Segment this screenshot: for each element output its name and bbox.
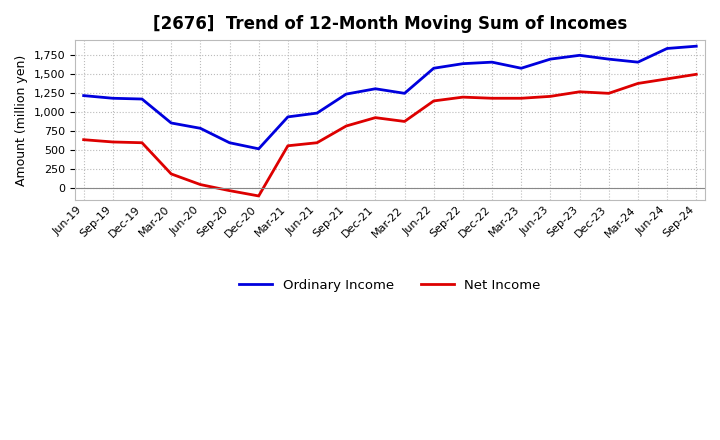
Net Income: [167, 171, 176, 176]
Ordinary Income: [400, 91, 409, 96]
Ordinary Income: [254, 146, 263, 151]
Ordinary Income: [342, 92, 351, 97]
Net Income: [459, 95, 467, 100]
Net Income: [254, 193, 263, 198]
Net Income: [109, 139, 117, 145]
Ordinary Income: [459, 61, 467, 66]
Ordinary Income: [662, 46, 671, 51]
Ordinary Income: [138, 96, 146, 102]
Ordinary Income: [225, 140, 234, 145]
Net Income: [284, 143, 292, 148]
Ordinary Income: [517, 66, 526, 71]
Ordinary Income: [284, 114, 292, 120]
Line: Ordinary Income: Ordinary Income: [84, 46, 696, 149]
Ordinary Income: [604, 56, 613, 62]
Net Income: [79, 137, 88, 142]
Net Income: [400, 119, 409, 124]
Ordinary Income: [109, 95, 117, 101]
Net Income: [138, 140, 146, 145]
Ordinary Income: [575, 53, 584, 58]
Net Income: [196, 182, 204, 187]
Net Income: [342, 123, 351, 128]
Net Income: [546, 94, 554, 99]
Net Income: [575, 89, 584, 95]
Ordinary Income: [79, 93, 88, 98]
Net Income: [662, 76, 671, 81]
Ordinary Income: [634, 59, 642, 65]
Net Income: [312, 140, 321, 145]
Line: Net Income: Net Income: [84, 74, 696, 196]
Legend: Ordinary Income, Net Income: Ordinary Income, Net Income: [234, 273, 546, 297]
Ordinary Income: [429, 66, 438, 71]
Net Income: [487, 95, 496, 101]
Net Income: [634, 81, 642, 86]
Ordinary Income: [312, 110, 321, 116]
Title: [2676]  Trend of 12-Month Moving Sum of Incomes: [2676] Trend of 12-Month Moving Sum of I…: [153, 15, 627, 33]
Ordinary Income: [692, 44, 701, 49]
Net Income: [692, 72, 701, 77]
Ordinary Income: [546, 56, 554, 62]
Ordinary Income: [196, 126, 204, 131]
Ordinary Income: [487, 59, 496, 65]
Ordinary Income: [167, 120, 176, 125]
Ordinary Income: [371, 86, 379, 92]
Net Income: [371, 115, 379, 120]
Net Income: [429, 98, 438, 103]
Y-axis label: Amount (million yen): Amount (million yen): [15, 54, 28, 186]
Net Income: [517, 95, 526, 101]
Net Income: [604, 91, 613, 96]
Net Income: [225, 188, 234, 193]
